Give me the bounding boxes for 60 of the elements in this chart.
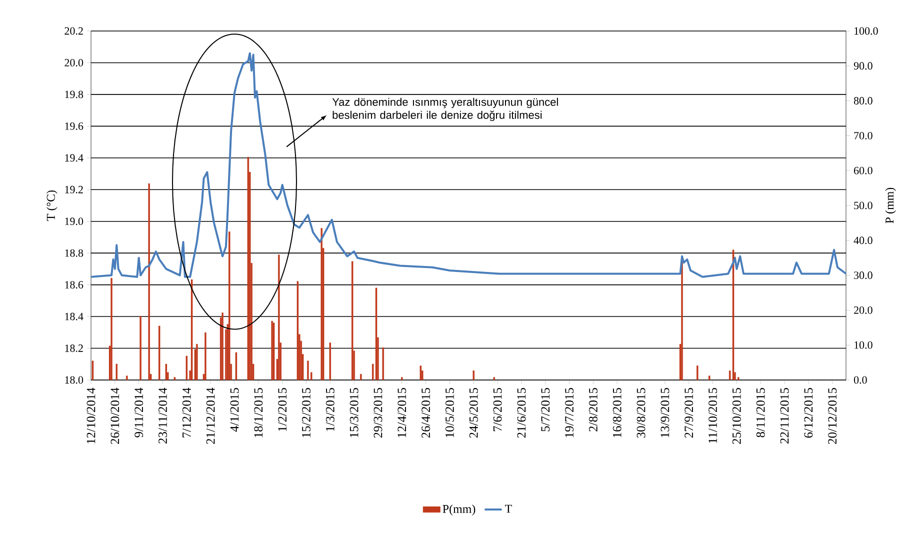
y-tick-label: 19.0 [65, 218, 84, 226]
y-tick-label: 18.8 [65, 249, 84, 257]
y-tick-label: 18.0 [65, 376, 84, 384]
x-tick-label: 7/12/2014 [182, 388, 191, 438]
x-tick-label: 24/5/2015 [469, 388, 478, 438]
x-tick-label: 19/7/2015 [565, 388, 574, 438]
x-tick-label: 21/12/2014 [206, 388, 215, 444]
y2-tick-label: 50.0 [854, 202, 872, 210]
x-tick-label: 29/3/2015 [374, 388, 382, 438]
legend-label: P(mm) [442, 504, 476, 516]
y2-tick-label: 70.0 [854, 132, 872, 140]
y-tick-label: 19.4 [65, 154, 84, 162]
y-axis-title: T (°C) [46, 190, 58, 221]
x-tick-label: 15/3/2015 [350, 388, 358, 438]
y2-tick-label: 0.0 [854, 376, 867, 384]
y2-tick-label: 30.0 [854, 272, 872, 280]
x-tick-label: 26/4/2015 [422, 388, 430, 438]
legend-label: T [505, 504, 512, 513]
x-tick-label: 4/1/2015 [230, 388, 239, 432]
y2-tick-label: 10.0 [854, 341, 872, 349]
x-tick-label: 21/6/2015 [517, 388, 526, 438]
x-tick-label: 12/4/2015 [398, 388, 406, 438]
x-tick-label: 1/2/2015 [278, 388, 287, 431]
y2-tick-label: 60.0 [854, 166, 872, 174]
y-tick-label: 20.2 [64, 27, 83, 35]
y-tick-label: 18.4 [65, 312, 84, 320]
y-tick-label: 20.0 [64, 58, 84, 66]
y-tick-label: 18.6 [65, 281, 84, 289]
x-tick-label: 23/11/2014 [158, 388, 167, 444]
annotation: Yaz döneminde ısınmış yeraltısuyunun güncel beslenim darbeleri ile denize doğru itilmesi [332, 98, 558, 122]
x-tick-label: 5/7/2015 [541, 388, 550, 432]
x-tick-label: 25/10/2015 [732, 388, 741, 444]
y-tick-label: 19.2 [65, 186, 83, 194]
x-tick-label: 6/12/2015 [804, 388, 813, 438]
x-tick-label: 11/10/2015 [708, 388, 717, 443]
y-tick-label: 19.8 [65, 90, 84, 98]
x-tick-label: 9/11/2014 [134, 388, 144, 438]
x-tick-label: 22/11/2015 [780, 388, 789, 444]
x-tick-label: 18/1/2015 [254, 388, 263, 438]
y2-tick-label: 100.0 [854, 27, 878, 35]
x-tick-label: 1/3/2015 [326, 388, 334, 431]
y2-tick-label: 90.0 [854, 62, 872, 70]
x-tick-label: 30/8/2015 [636, 388, 646, 438]
x-tick-label: 8/11/2015 [756, 388, 765, 438]
x-tick-label: 26/10/2014 [110, 388, 120, 444]
y2-axis-title: P (mm) [885, 188, 896, 224]
x-tick-label: 20/12/2015 [828, 388, 837, 444]
x-tick-label: 15/2/2015 [302, 388, 310, 438]
y2-tick-label: 80.0 [854, 97, 872, 105]
x-tick-label: 16/8/2015 [612, 388, 622, 438]
x-tick-label: 10/5/2015 [446, 388, 454, 438]
y-tick-label: 19.6 [65, 122, 84, 130]
x-tick-label: 13/9/2015 [660, 388, 670, 438]
y2-tick-label: 20.0 [854, 306, 872, 314]
x-tick-label: 2/8/2015 [588, 388, 598, 432]
x-tick-label: 12/10/2014 [86, 388, 96, 444]
x-tick-label: 27/9/2015 [684, 388, 694, 438]
y-tick-label: 18.2 [65, 344, 83, 352]
y2-tick-label: 40.0 [854, 236, 872, 244]
x-tick-label: 7/6/2015 [493, 388, 502, 432]
